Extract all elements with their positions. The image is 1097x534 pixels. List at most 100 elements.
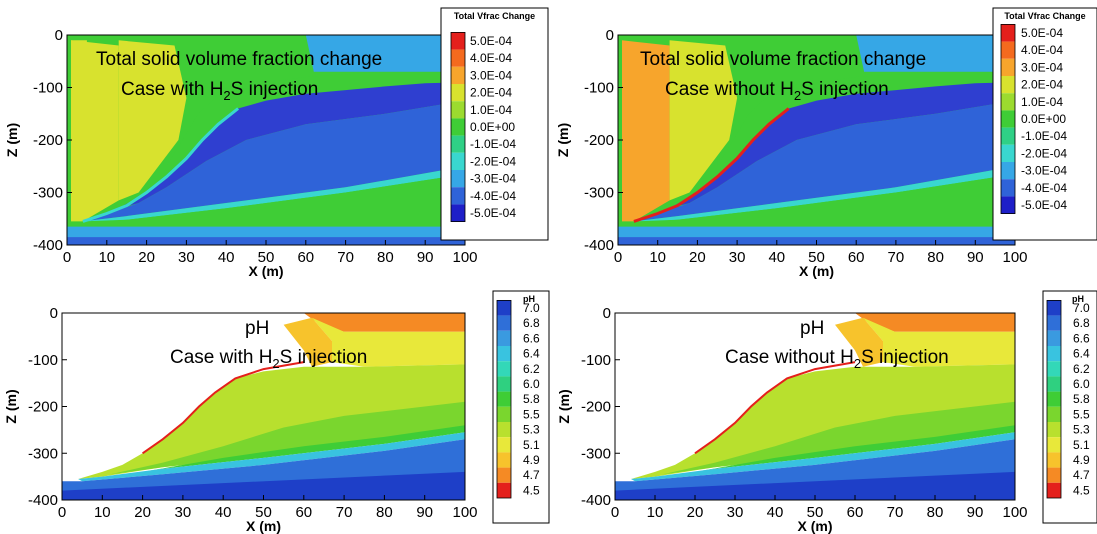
legend: Total Vfrac Change 5.0E-04 4.0E-04 3.0E-04 2… — [992, 7, 1097, 241]
vfrac-field-without — [618, 35, 1015, 245]
yellow-region — [863, 317, 1015, 367]
annotation-case: Case with H2S injection — [170, 347, 367, 371]
green-region — [142, 425, 465, 472]
x-tick-label: 60 — [847, 504, 864, 521]
green-light-region — [110, 401, 466, 475]
x-tick-label: 20 — [138, 249, 155, 266]
legend-label: 5.0E-04 — [1021, 26, 1063, 40]
legend-label: 5.8 — [523, 392, 540, 406]
legend-label: 5.3 — [523, 423, 540, 437]
y-tick-label: -100 — [33, 80, 63, 97]
legend-label: -1.0E-04 — [470, 137, 516, 151]
x-tick-label: 80 — [927, 249, 944, 266]
legend-swatch — [1001, 110, 1015, 128]
left-edge-region — [71, 40, 87, 217]
legend-swatch — [1047, 437, 1061, 453]
slope-edge-line — [142, 361, 304, 455]
legend-swatch — [1047, 391, 1061, 407]
y-tick-label: -300 — [581, 445, 611, 462]
upper-right-blue-region — [305, 35, 465, 72]
top-orange-region — [855, 313, 1015, 332]
blue-lower-region — [633, 100, 1015, 222]
x-tick-label: 50 — [807, 504, 824, 521]
y-tick-label: -100 — [581, 352, 611, 369]
legend-swatch — [1047, 467, 1061, 483]
legend-label: 6.8 — [1073, 316, 1090, 330]
x-tick-label: 70 — [337, 249, 354, 266]
y-axis-label: Z (m) — [556, 389, 572, 423]
vfrac-field-with — [67, 35, 466, 245]
x-tick-label: 0 — [58, 504, 66, 521]
annotation-title: Total solid volume fraction change — [96, 49, 382, 70]
annotation-case: Case with H2S injection — [121, 79, 318, 103]
legend-label: 4.9 — [523, 453, 540, 467]
legend-swatch — [1001, 179, 1015, 197]
legend-label: 4.5 — [523, 483, 540, 497]
legend-label: 4.0E-04 — [470, 51, 512, 65]
yellow-orange-region — [283, 317, 332, 367]
x-tick-label: 40 — [768, 249, 785, 266]
legend-swatch — [497, 361, 511, 377]
legend-label: -2.0E-04 — [470, 154, 516, 168]
x-tick-label: 100 — [452, 249, 477, 266]
x-tick-label: 40 — [215, 504, 232, 521]
legend-label: 5.8 — [1073, 392, 1090, 406]
x-tick-label: 70 — [888, 249, 905, 266]
legend-label: 6.2 — [523, 362, 540, 376]
legend-swatch — [451, 84, 465, 102]
legend-swatch — [497, 406, 511, 422]
legend-label: 4.9 — [1073, 453, 1090, 467]
legend-title: pH — [1072, 294, 1084, 304]
legend-label: 5.3 — [1073, 423, 1090, 437]
x-tick-label: 0 — [611, 504, 619, 521]
x-tick-label: 60 — [297, 249, 314, 266]
legend-label: 2.0E-04 — [1021, 78, 1063, 92]
x-tick-label: 90 — [417, 249, 434, 266]
legend-swatch — [1001, 127, 1015, 145]
left-yellow-region — [118, 40, 187, 201]
y-tick-label: -200 — [584, 132, 614, 149]
y-axis-label: Z (m) — [555, 123, 571, 157]
x-tick-label: 0 — [63, 249, 71, 266]
legend-label: 6.6 — [523, 331, 540, 345]
legend-label: 6.0 — [523, 377, 540, 391]
yellow-region — [311, 317, 465, 367]
x-tick-label: 0 — [614, 249, 622, 266]
legend-label: 6.0 — [1073, 377, 1090, 391]
legend: pH7.06.86.6 6.46.26.05.85.5 5.35.14.94.74.… — [492, 290, 550, 524]
annotation-case: Case without H2S injection — [665, 79, 889, 103]
legend-label: 5.1 — [1073, 438, 1090, 452]
x-tick-label: 30 — [175, 504, 192, 521]
x-tick-label: 80 — [377, 249, 394, 266]
x-tick-label: 90 — [967, 504, 984, 521]
legend-swatch — [1047, 361, 1061, 377]
ph-field — [615, 313, 1015, 500]
x-axis-label: X (m) — [799, 263, 834, 279]
legend-title: Total Vfrac Change — [454, 11, 535, 21]
legend-swatch — [1047, 376, 1061, 392]
legend-swatch — [451, 118, 465, 136]
x-tick-label: 40 — [218, 249, 235, 266]
x-tick-label: 50 — [258, 249, 275, 266]
legend-title: Total Vfrac Change — [1004, 11, 1085, 21]
legend-swatch — [497, 467, 511, 483]
slope-edge-line — [633, 107, 790, 223]
x-tick-label: 100 — [452, 504, 477, 521]
x-tick-label: 100 — [1002, 504, 1027, 521]
x-tick-label: 10 — [98, 249, 115, 266]
legend-swatch — [1047, 452, 1061, 468]
legend-swatch — [1047, 330, 1061, 346]
legend-swatch — [451, 170, 465, 188]
x-tick-label: 60 — [295, 504, 312, 521]
legend-swatch — [497, 437, 511, 453]
x-tick-label: 10 — [647, 504, 664, 521]
cyan-band-region — [631, 432, 1015, 482]
legend-title: pH — [523, 294, 535, 304]
y-tick-label: -100 — [28, 352, 58, 369]
legend-swatch — [451, 101, 465, 119]
x-tick-label: 40 — [767, 504, 784, 521]
legend-swatch — [451, 152, 465, 170]
legend-bar-frame — [496, 299, 512, 499]
y-tick-label: -100 — [584, 80, 614, 97]
